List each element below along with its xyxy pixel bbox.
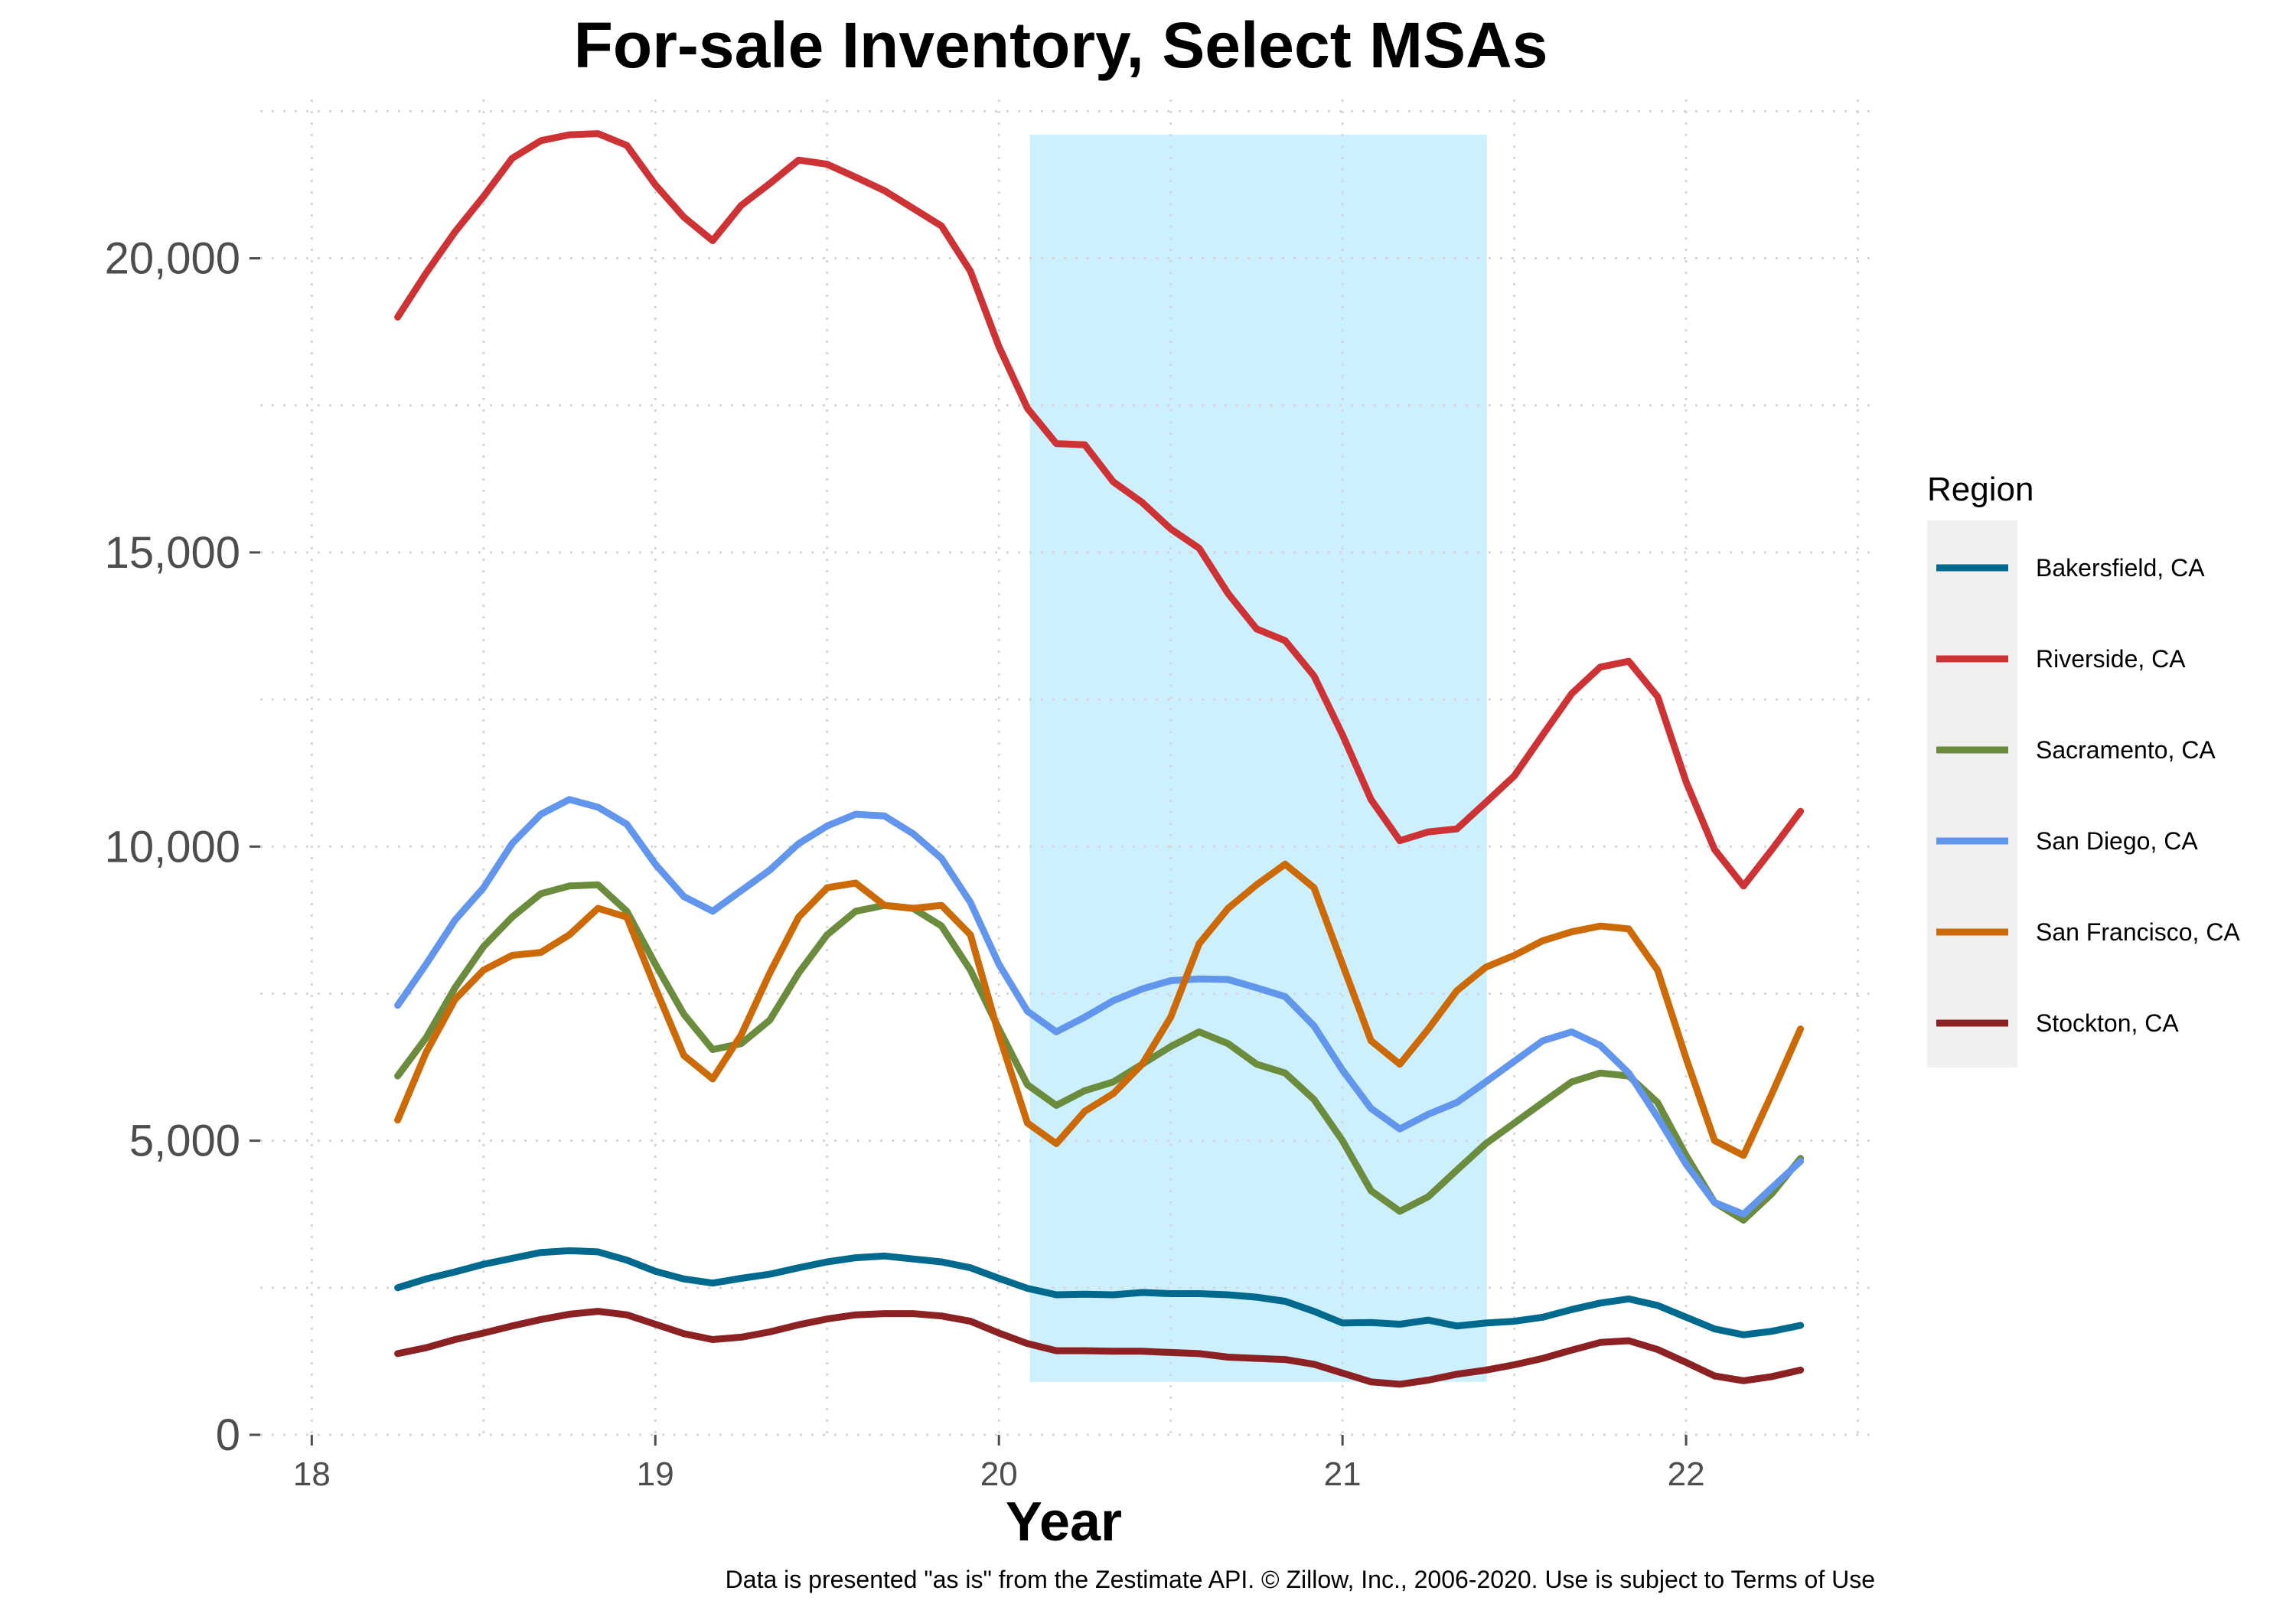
legend-key-background	[1927, 520, 2017, 1068]
x-tick-label: 20	[980, 1455, 1018, 1493]
series-line	[394, 1247, 1805, 1338]
legend-label: Bakersfield, CA	[2036, 554, 2205, 582]
x-axis-label: Year	[1006, 1491, 1122, 1553]
chart-title: For-sale Inventory, Select MSAs	[574, 9, 1548, 81]
series-line	[394, 130, 1805, 890]
chart-caption: Data is presented "as is" from the Zesti…	[726, 1566, 1875, 1593]
shaded-region-layer	[1029, 135, 1487, 1382]
legend-title: Region	[1927, 471, 2033, 508]
x-tick-label: 18	[293, 1455, 331, 1493]
y-tick-label: 5,000	[129, 1116, 240, 1166]
legend-label: Sacramento, CA	[2036, 736, 2216, 764]
legend: Region Bakersfield, CA Riverside, CA Sacra…	[1927, 471, 2240, 1068]
x-tick-label: 19	[637, 1455, 674, 1493]
x-tick-label: 22	[1668, 1455, 1705, 1493]
grid-layer	[260, 99, 1875, 1436]
legend-label: San Diego, CA	[2036, 827, 2198, 855]
series-line	[394, 796, 1805, 1218]
legend-label: San Francisco, CA	[2036, 918, 2240, 946]
y-tick-label: 20,000	[105, 234, 240, 284]
y-tick-label: 10,000	[105, 822, 240, 872]
series-line	[394, 1308, 1805, 1388]
legend-label: Riverside, CA	[2036, 645, 2186, 673]
legend-items: Bakersfield, CA Riverside, CA Sacramento, …	[1936, 554, 2240, 1037]
y-tick-label: 15,000	[105, 528, 240, 578]
series-line	[394, 860, 1805, 1159]
y-tick-label: 0	[216, 1410, 240, 1460]
axis-layer: 0 5,000 10,000 15,000 20,000 18 19 20 21 22	[105, 234, 1705, 1493]
legend-label: Stockton, CA	[2036, 1009, 2179, 1037]
series-layer	[394, 130, 1805, 1388]
shaded-period	[1029, 135, 1487, 1382]
x-tick-label: 21	[1324, 1455, 1362, 1493]
